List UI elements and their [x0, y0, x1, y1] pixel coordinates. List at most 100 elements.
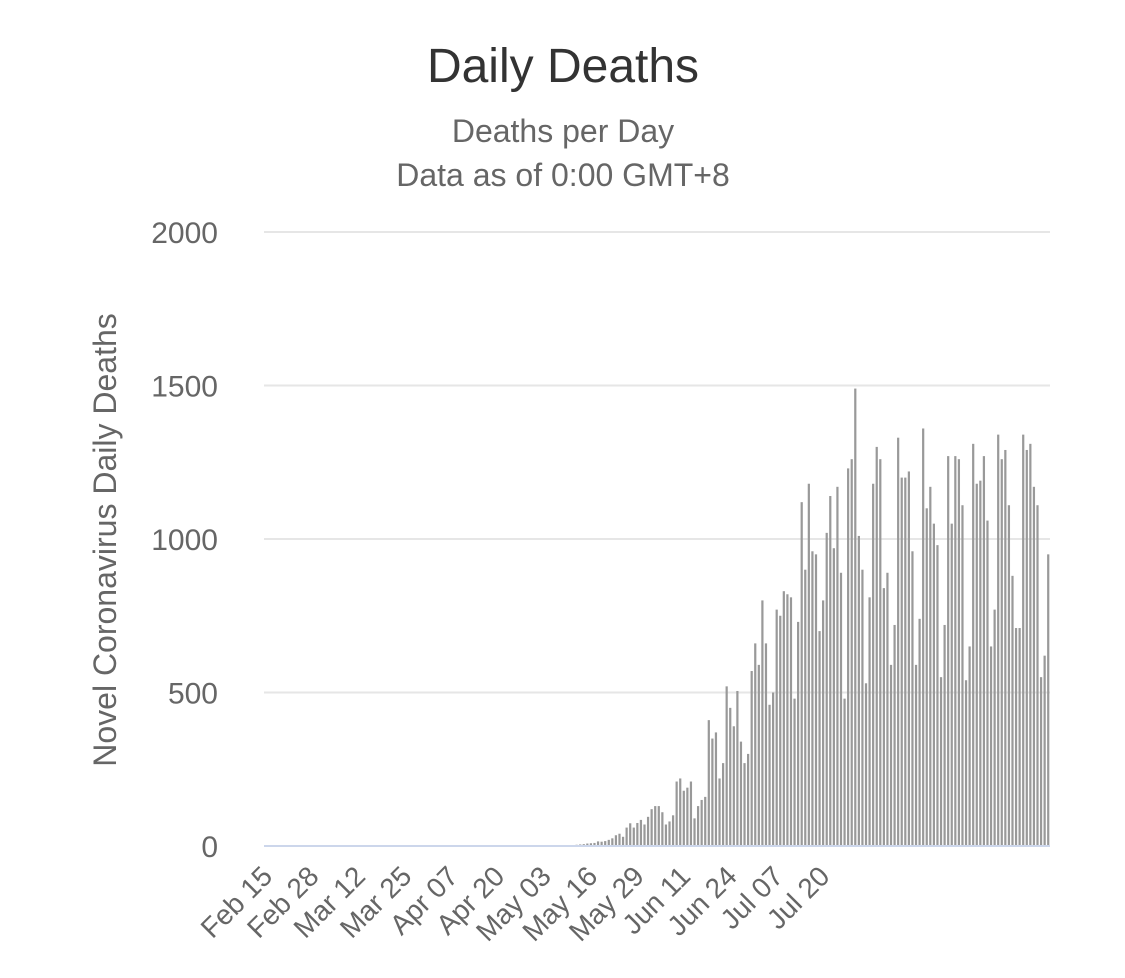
- bar: [997, 434, 1000, 846]
- bar: [707, 720, 710, 846]
- bar: [914, 664, 918, 846]
- bar: [1039, 677, 1043, 846]
- bar: [679, 778, 682, 846]
- bar: [872, 483, 875, 846]
- bar: [657, 806, 660, 846]
- bar: [714, 732, 718, 846]
- bar: [643, 824, 646, 846]
- bar: [993, 609, 996, 846]
- y-tick-label: 0: [201, 831, 218, 864]
- bar: [986, 520, 989, 846]
- bar: [972, 443, 975, 846]
- bar: [825, 532, 828, 846]
- bar: [879, 459, 882, 846]
- bar: [696, 806, 700, 846]
- bar: [739, 741, 743, 846]
- bar: [764, 643, 768, 846]
- bar: [650, 809, 653, 846]
- bar: [811, 551, 814, 846]
- bar: [721, 763, 725, 846]
- bar: [689, 781, 693, 846]
- bar: [954, 456, 957, 846]
- bar: [786, 594, 789, 846]
- bar: [736, 690, 739, 846]
- bar: [789, 597, 793, 846]
- bar: [682, 790, 685, 846]
- bar: [621, 836, 625, 846]
- bar: [625, 827, 628, 846]
- bar: [1036, 505, 1039, 846]
- bar: [839, 572, 843, 846]
- bar: [832, 548, 835, 846]
- chart-title: Daily Deaths: [427, 40, 699, 93]
- bar: [586, 843, 589, 846]
- bar: [725, 686, 728, 846]
- bar: [604, 841, 607, 846]
- bar: [979, 480, 982, 846]
- bar: [818, 631, 821, 846]
- bar: [950, 523, 953, 846]
- bar: [779, 615, 782, 846]
- bar: [932, 523, 935, 846]
- bar: [911, 551, 914, 846]
- bar: [964, 680, 968, 846]
- y-tick-label: 500: [168, 678, 218, 711]
- bar: [743, 763, 746, 846]
- bar: [893, 624, 896, 846]
- bar: [907, 471, 910, 846]
- bar: [854, 388, 857, 846]
- chart-subtitle-line-2: Data as of 0:00 GMT+8: [396, 157, 730, 193]
- y-tick-label: 2000: [151, 217, 218, 250]
- bar: [936, 545, 939, 846]
- bar: [729, 707, 732, 846]
- bar: [747, 753, 750, 846]
- bar: [1029, 443, 1032, 846]
- bar: [639, 819, 643, 846]
- bar: [1011, 575, 1014, 846]
- bar: [700, 799, 703, 846]
- bar: [886, 572, 889, 846]
- bar: [943, 624, 946, 846]
- bar: [882, 588, 885, 846]
- bar: [797, 621, 800, 846]
- bar: [757, 664, 760, 846]
- bar: [661, 812, 664, 846]
- bar: [636, 822, 639, 846]
- bar: [1007, 505, 1011, 846]
- bar: [1004, 449, 1007, 846]
- bar: [900, 477, 903, 846]
- bar: [807, 483, 810, 846]
- bar: [814, 554, 818, 846]
- bar: [929, 486, 932, 846]
- bar: [864, 683, 868, 846]
- bar: [904, 477, 907, 846]
- bar: [861, 569, 864, 846]
- bar-series: [264, 388, 1050, 847]
- bar: [875, 446, 878, 846]
- bar: [732, 726, 735, 846]
- bar: [664, 824, 668, 846]
- bar: [1047, 554, 1050, 846]
- bar: [847, 468, 850, 846]
- bar: [782, 591, 785, 846]
- bar: [686, 787, 689, 846]
- bar: [804, 569, 807, 846]
- bar: [968, 646, 971, 846]
- bar: [589, 843, 593, 846]
- bar: [675, 781, 678, 846]
- bar: [629, 823, 632, 846]
- bar: [632, 827, 635, 846]
- bar: [772, 692, 775, 846]
- bar: [711, 738, 714, 846]
- bar: [761, 600, 764, 846]
- bar: [925, 508, 928, 846]
- bar: [889, 664, 893, 846]
- bar: [843, 698, 846, 846]
- bar: [1032, 486, 1036, 846]
- bar: [704, 796, 707, 846]
- bar: [957, 459, 961, 846]
- bar: [775, 609, 778, 846]
- bar: [718, 778, 721, 846]
